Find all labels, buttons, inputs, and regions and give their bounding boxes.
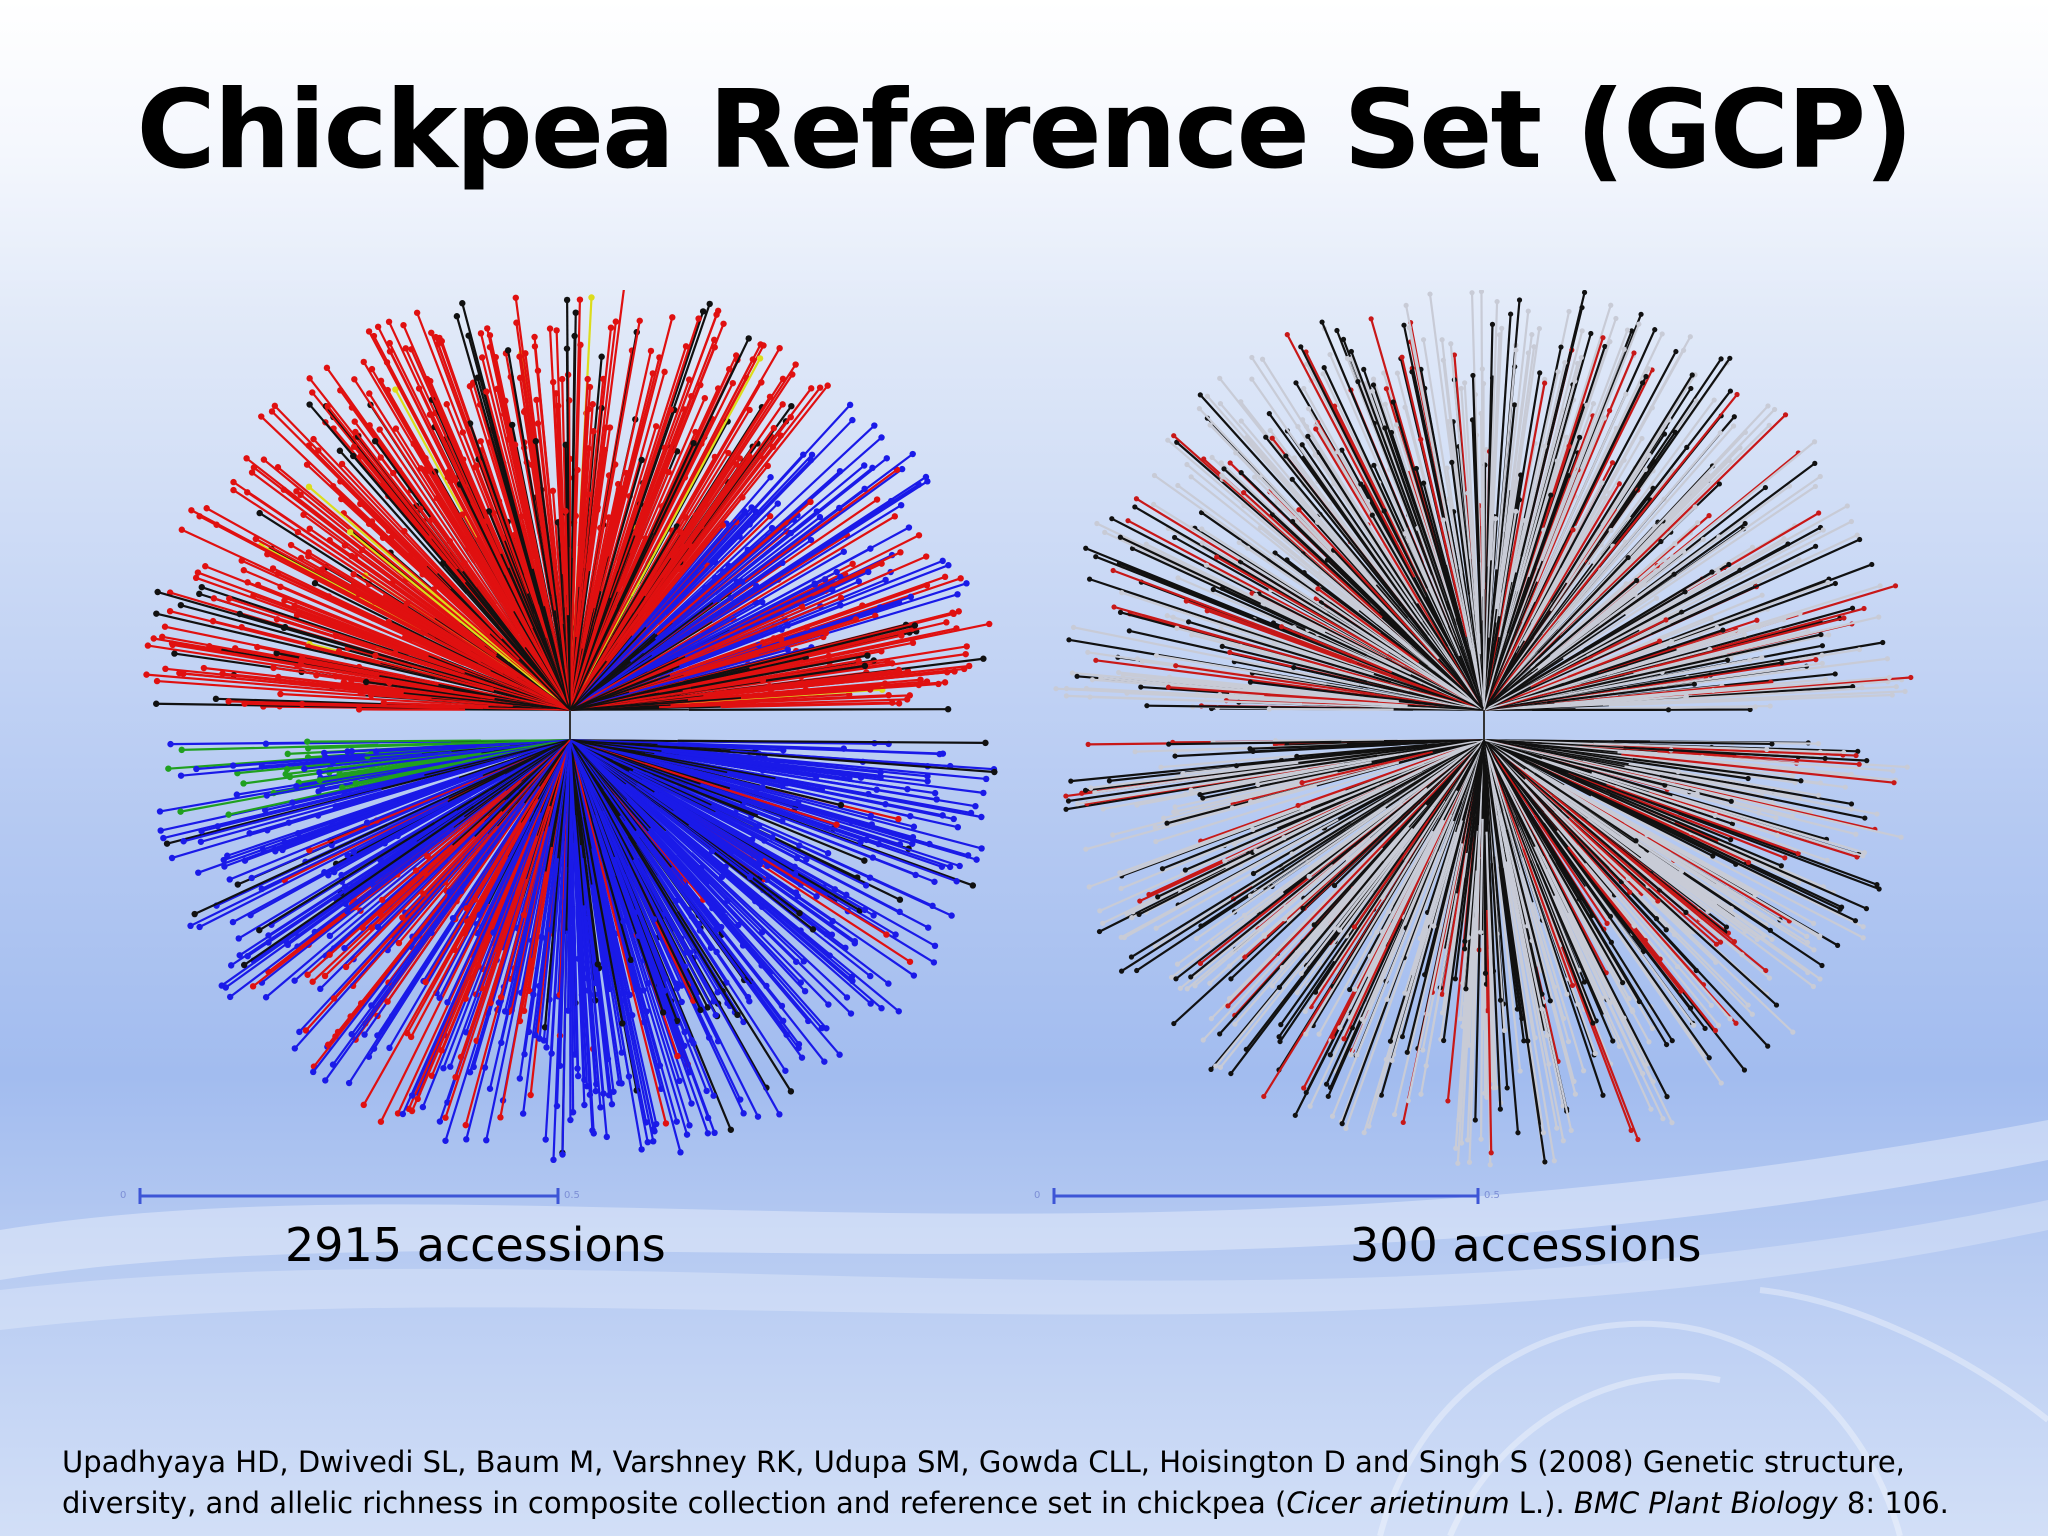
citation-species: Cicer arietinum bbox=[1286, 1486, 1510, 1520]
tree-branches bbox=[143, 290, 998, 1164]
slide-title: Chickpea Reference Set (GCP) bbox=[136, 68, 1914, 193]
citation-journal: BMC Plant Biology bbox=[1573, 1486, 1838, 1520]
scale-end-label: 0.5 bbox=[564, 1190, 580, 1201]
scale-start-label: 0 bbox=[1034, 1190, 1040, 1201]
scale-end-label: 0.5 bbox=[1484, 1190, 1500, 1201]
phylogenetic-tree-composite bbox=[143, 290, 998, 1164]
scale-start-label: 0 bbox=[120, 1190, 126, 1201]
citation: Upadhyaya HD, Dwivedi SL, Baum M, Varshn… bbox=[62, 1442, 2002, 1524]
citation-species-suffix: L.). bbox=[1509, 1486, 1574, 1520]
citation-text: Upadhyaya HD, Dwivedi SL, Baum M, Varshn… bbox=[62, 1445, 1905, 1520]
tree-branches bbox=[1053, 290, 1914, 1168]
scale-bar-right: 0 0.5 bbox=[1034, 1188, 1500, 1204]
caption-composite: 2915 accessions bbox=[285, 1218, 666, 1272]
caption-reference: 300 accessions bbox=[1350, 1218, 1702, 1272]
citation-volume: 8: 106. bbox=[1837, 1486, 1949, 1520]
phylogenetic-tree-reference bbox=[1053, 290, 1914, 1168]
scale-bar-left: 0 0.5 bbox=[120, 1188, 580, 1204]
